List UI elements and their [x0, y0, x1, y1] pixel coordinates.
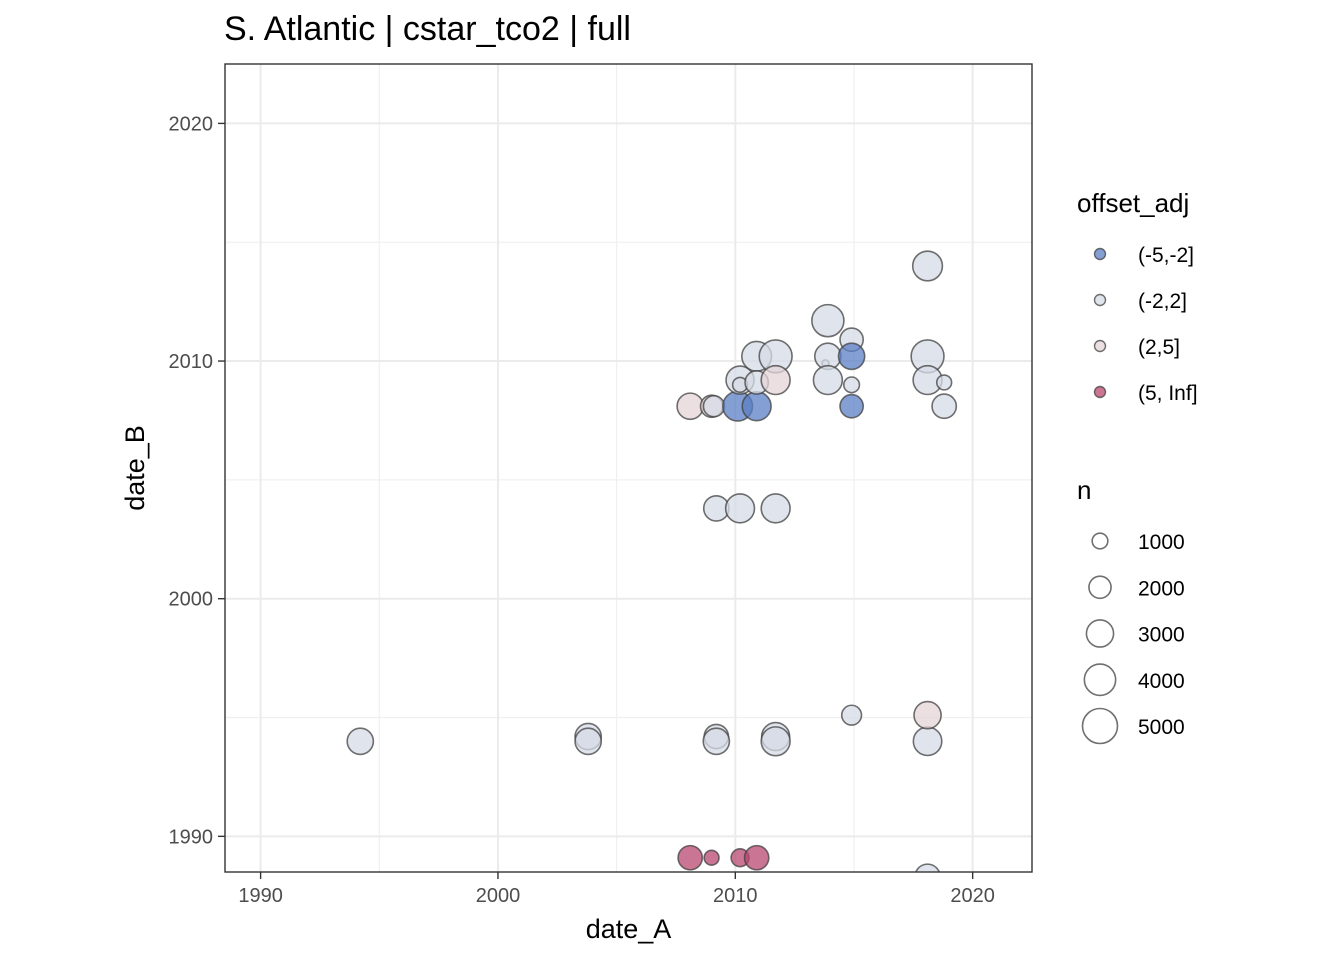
data-point	[811, 303, 845, 338]
x-tick-label: 2010	[713, 885, 758, 907]
data-point	[677, 844, 704, 871]
data-point	[912, 726, 943, 757]
legend-size-label: 3000	[1138, 624, 1185, 647]
y-tick-label: 2020	[169, 113, 214, 135]
y-axis-title: date_B	[120, 425, 150, 511]
points-layer	[346, 250, 958, 872]
data-point	[760, 364, 791, 396]
data-point	[703, 849, 720, 866]
data-point	[676, 392, 705, 421]
data-point	[837, 342, 866, 371]
grid-minor	[225, 64, 1032, 872]
x-axis: 1990 2000 2010 2020	[238, 872, 995, 907]
data-point	[842, 376, 861, 394]
legend-color-label: (2,5]	[1138, 336, 1180, 359]
y-tick-label: 2010	[169, 351, 214, 373]
data-point	[574, 727, 603, 756]
legend-size-label: 2000	[1138, 577, 1185, 600]
chart-title: S. Atlantic | cstar_tco2 | full	[224, 10, 631, 48]
legend-size-key	[1091, 532, 1109, 550]
legend-color-key	[1093, 247, 1107, 261]
data-point	[935, 374, 953, 391]
legend-size-key	[1085, 619, 1115, 648]
legend-size-label: 4000	[1138, 670, 1185, 693]
data-point	[724, 493, 756, 524]
x-tick-label: 2020	[950, 885, 995, 907]
y-tick-label: 2000	[169, 589, 214, 611]
data-point	[911, 250, 944, 282]
data-point	[931, 393, 958, 420]
legend-color-key	[1093, 385, 1107, 399]
data-point	[839, 393, 865, 419]
legend-size-key	[1081, 707, 1119, 745]
plot-panel-border	[224, 63, 1033, 873]
x-tick-label: 1990	[238, 885, 283, 907]
data-point	[760, 726, 791, 757]
data-point	[702, 394, 726, 418]
data-point	[812, 364, 844, 396]
grid-major	[225, 64, 1032, 872]
legend-color-title: offset_adj	[1077, 188, 1189, 218]
legend-size-title: n	[1077, 475, 1091, 505]
y-tick-label: 1990	[169, 826, 214, 848]
data-point	[702, 727, 731, 756]
legend-size-key	[1088, 575, 1112, 600]
legend-n: n 1000 2000 3000 4000 5000	[1077, 475, 1185, 745]
legend-color-key	[1093, 293, 1107, 307]
data-point	[743, 844, 770, 871]
data-point	[741, 390, 772, 422]
legend-color-label: (5, Inf]	[1138, 382, 1198, 405]
legend-size-label: 5000	[1138, 716, 1185, 739]
legend-color-label: (-2,2]	[1138, 290, 1187, 313]
legend-offset-adj: offset_adj (-5,-2] (-2,2] (2,5] (5, Inf]	[1077, 188, 1198, 405]
x-axis-title: date_A	[586, 914, 672, 944]
plot-panel-background	[225, 64, 1032, 872]
y-axis: 1990 2000 2010 2020	[169, 113, 225, 848]
data-point	[915, 863, 941, 872]
data-point	[760, 493, 791, 524]
legend-color-label: (-5,-2]	[1138, 244, 1194, 267]
legend-size-label: 1000	[1138, 531, 1185, 554]
data-point	[346, 727, 375, 756]
legend-color-key	[1093, 339, 1107, 353]
data-point	[840, 704, 863, 726]
data-point	[913, 700, 942, 730]
x-tick-label: 2000	[476, 885, 521, 907]
legend-size-key	[1083, 663, 1117, 697]
